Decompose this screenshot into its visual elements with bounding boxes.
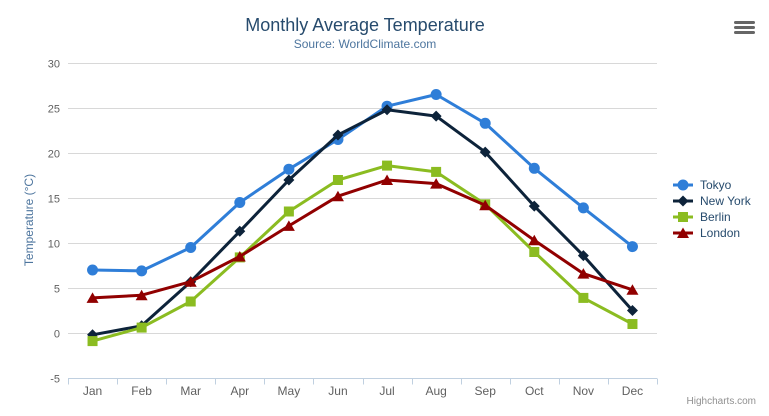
data-point-marker[interactable] (431, 166, 442, 177)
series-line-new-york[interactable] (91, 108, 634, 337)
data-point-marker[interactable] (86, 292, 99, 303)
y-axis-label: 20 (48, 149, 60, 161)
data-point-marker[interactable] (234, 225, 246, 237)
series-tokyo[interactable] (87, 89, 638, 277)
data-point-marker[interactable] (577, 268, 590, 279)
data-point-marker[interactable] (136, 322, 147, 333)
data-point-marker[interactable] (283, 174, 295, 186)
x-axis-label: Feb (131, 384, 152, 398)
y-axis-label: 5 (54, 284, 60, 296)
x-axis-label: Mar (180, 384, 201, 398)
data-point-marker[interactable] (430, 178, 443, 189)
data-point-marker[interactable] (87, 336, 98, 347)
data-point-marker[interactable] (430, 110, 442, 122)
data-point-marker[interactable] (528, 162, 540, 174)
data-point-marker[interactable] (87, 264, 99, 276)
legend-item-new-york[interactable]: New York (672, 193, 751, 209)
x-axis-label: Dec (622, 384, 643, 398)
data-point-marker[interactable] (626, 305, 638, 316)
y-axis-label: 15 (48, 194, 60, 206)
triangle-marker-icon (673, 227, 693, 239)
legend-item-berlin[interactable]: Berlin (672, 209, 751, 225)
y-axis-label: 30 (48, 59, 60, 71)
diamond-marker-icon (673, 195, 693, 207)
legend-label: New York (700, 194, 751, 208)
y-axis-label: 0 (54, 329, 60, 341)
x-axis-label: Apr (230, 384, 249, 398)
x-axis-label: Nov (573, 384, 594, 398)
x-axis-label: Jul (379, 384, 394, 398)
legend-label: London (700, 226, 741, 240)
x-axis-label: Jun (328, 384, 347, 398)
data-point-marker[interactable] (135, 289, 148, 301)
series-london[interactable] (86, 174, 639, 303)
series-line-london[interactable] (91, 178, 634, 300)
legend-label: Berlin (700, 210, 731, 224)
data-point-marker[interactable] (528, 200, 540, 212)
data-point-marker[interactable] (626, 241, 638, 253)
data-point-marker[interactable] (577, 250, 589, 262)
series-line-berlin[interactable] (91, 164, 634, 343)
data-point-marker[interactable] (332, 175, 343, 185)
x-axis-label: Oct (525, 384, 544, 398)
legend-item-london[interactable]: London (672, 225, 751, 241)
data-point-marker[interactable] (479, 146, 491, 158)
data-point-marker[interactable] (678, 212, 688, 222)
data-point-marker[interactable] (578, 292, 589, 303)
data-point-marker[interactable] (136, 265, 148, 277)
x-axis-label: Sep (475, 384, 497, 398)
series-new-york[interactable] (87, 104, 638, 341)
data-point-marker[interactable] (677, 195, 689, 207)
circle-marker-icon (673, 179, 693, 191)
data-point-marker[interactable] (677, 227, 689, 239)
x-axis-label: May (278, 384, 301, 398)
data-point-marker[interactable] (185, 242, 197, 253)
data-point-marker[interactable] (626, 284, 639, 295)
data-point-marker[interactable] (381, 174, 394, 186)
chart-title: Monthly Average Temperature (245, 15, 485, 35)
data-point-marker[interactable] (479, 117, 491, 129)
data-point-marker[interactable] (283, 206, 294, 217)
x-axis-label: Jan (83, 384, 102, 398)
data-point-marker[interactable] (382, 160, 393, 171)
hamburger-icon (732, 21, 758, 34)
y-axis-label: 10 (48, 239, 60, 251)
data-point-marker[interactable] (283, 163, 295, 175)
legend-item-tokyo[interactable]: Tokyo (672, 177, 751, 193)
chart-subtitle: Source: WorldClimate.com (293, 37, 437, 51)
y-axis-label: 25 (48, 104, 60, 116)
data-point-marker[interactable] (577, 202, 589, 214)
data-point-marker[interactable] (332, 129, 344, 141)
data-point-marker[interactable] (479, 199, 492, 211)
data-point-marker[interactable] (381, 104, 393, 116)
legend: Tokyo New York Berlin London (672, 177, 751, 241)
data-point-marker[interactable] (234, 197, 246, 208)
data-point-marker[interactable] (528, 234, 541, 246)
data-point-marker[interactable] (185, 296, 196, 307)
data-point-marker[interactable] (529, 247, 540, 257)
data-point-marker[interactable] (282, 220, 295, 231)
data-point-marker[interactable] (233, 251, 246, 262)
data-point-marker[interactable] (677, 179, 689, 191)
x-axis-label: Aug (425, 384, 446, 398)
export-menu-button[interactable] (730, 19, 760, 41)
data-point-marker[interactable] (430, 89, 442, 100)
square-marker-icon (673, 212, 693, 222)
highcharts-credits-link[interactable]: Highcharts.com (686, 396, 756, 407)
legend-label: Tokyo (700, 178, 732, 192)
y-axis-label: -5 (50, 374, 60, 386)
data-point-marker[interactable] (331, 190, 344, 202)
data-point-marker[interactable] (184, 276, 197, 287)
data-point-marker[interactable] (627, 319, 638, 329)
